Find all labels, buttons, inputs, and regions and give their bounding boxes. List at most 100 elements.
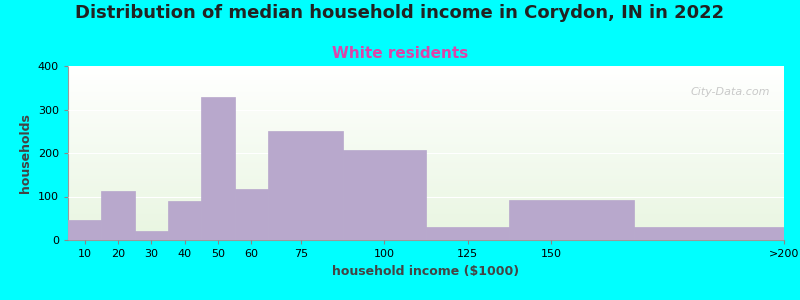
Bar: [68, 115, 784, 116]
Bar: [68, 236, 784, 237]
Bar: [68, 83, 784, 84]
Bar: [68, 142, 784, 143]
Bar: [68, 180, 784, 181]
Bar: [68, 189, 784, 190]
Bar: [68, 136, 784, 137]
Bar: [68, 137, 784, 138]
Bar: [68, 120, 784, 121]
Bar: [68, 176, 784, 177]
Bar: [68, 103, 784, 104]
Bar: [68, 99, 784, 100]
Bar: [68, 234, 784, 235]
Bar: [68, 174, 784, 175]
Bar: [68, 223, 784, 224]
Bar: [68, 179, 784, 180]
Bar: [68, 91, 784, 92]
Bar: [68, 199, 784, 200]
Bar: [68, 85, 784, 86]
Bar: [68, 202, 784, 203]
Bar: [68, 206, 784, 207]
Bar: [68, 122, 784, 123]
Bar: [68, 150, 784, 151]
Bar: [68, 163, 784, 164]
Bar: [68, 192, 784, 193]
Bar: [68, 117, 784, 118]
Bar: [68, 235, 784, 236]
Bar: [68, 123, 784, 124]
Bar: [68, 212, 784, 213]
Bar: [68, 158, 784, 159]
Bar: [68, 166, 784, 167]
Bar: [268, 131, 342, 240]
Bar: [68, 202, 784, 203]
Bar: [68, 213, 784, 214]
Bar: [68, 169, 784, 170]
Bar: [68, 201, 784, 202]
Bar: [68, 76, 784, 77]
Bar: [68, 161, 784, 162]
Bar: [68, 175, 784, 176]
Bar: [202, 97, 234, 240]
Bar: [68, 172, 784, 173]
Bar: [68, 81, 784, 82]
Bar: [342, 149, 426, 240]
Bar: [68, 157, 784, 158]
Bar: [68, 139, 784, 140]
Bar: [68, 134, 784, 135]
Bar: [68, 194, 784, 195]
Text: Distribution of median household income in Corydon, IN in 2022: Distribution of median household income …: [75, 4, 725, 22]
Bar: [68, 225, 784, 226]
Bar: [68, 75, 784, 76]
Bar: [68, 146, 784, 147]
Bar: [68, 124, 784, 125]
Bar: [68, 164, 784, 165]
Bar: [68, 96, 784, 97]
Bar: [68, 233, 784, 234]
Bar: [68, 183, 784, 184]
Bar: [68, 191, 784, 192]
Bar: [68, 214, 784, 215]
Bar: [68, 98, 784, 99]
Bar: [68, 92, 784, 93]
Bar: [68, 165, 784, 166]
Bar: [68, 168, 784, 169]
Bar: [234, 189, 268, 240]
Bar: [68, 144, 784, 145]
Bar: [68, 162, 784, 163]
Bar: [68, 89, 784, 90]
Bar: [68, 113, 784, 114]
Bar: [68, 221, 784, 222]
Text: White residents: White residents: [332, 46, 468, 62]
Bar: [68, 109, 784, 110]
Bar: [68, 210, 784, 211]
Bar: [68, 182, 784, 183]
Bar: [68, 94, 784, 95]
Bar: [68, 141, 784, 142]
Bar: [68, 220, 784, 221]
Bar: [68, 106, 784, 107]
Bar: [68, 95, 784, 96]
Bar: [68, 224, 784, 225]
Bar: [68, 169, 784, 170]
Bar: [68, 66, 784, 67]
Bar: [68, 138, 784, 139]
Bar: [68, 187, 784, 188]
Bar: [68, 135, 784, 136]
Bar: [68, 167, 784, 168]
Bar: [68, 156, 784, 157]
Bar: [68, 116, 784, 117]
Bar: [68, 147, 784, 148]
Bar: [68, 77, 784, 78]
Bar: [68, 197, 784, 198]
Bar: [68, 217, 784, 218]
Bar: [68, 86, 784, 87]
Bar: [68, 125, 784, 126]
Bar: [68, 104, 784, 105]
Bar: [68, 188, 784, 189]
Bar: [68, 71, 784, 72]
Bar: [68, 102, 784, 103]
Bar: [102, 191, 134, 240]
Bar: [68, 88, 784, 89]
Bar: [68, 143, 784, 144]
Bar: [134, 231, 168, 240]
